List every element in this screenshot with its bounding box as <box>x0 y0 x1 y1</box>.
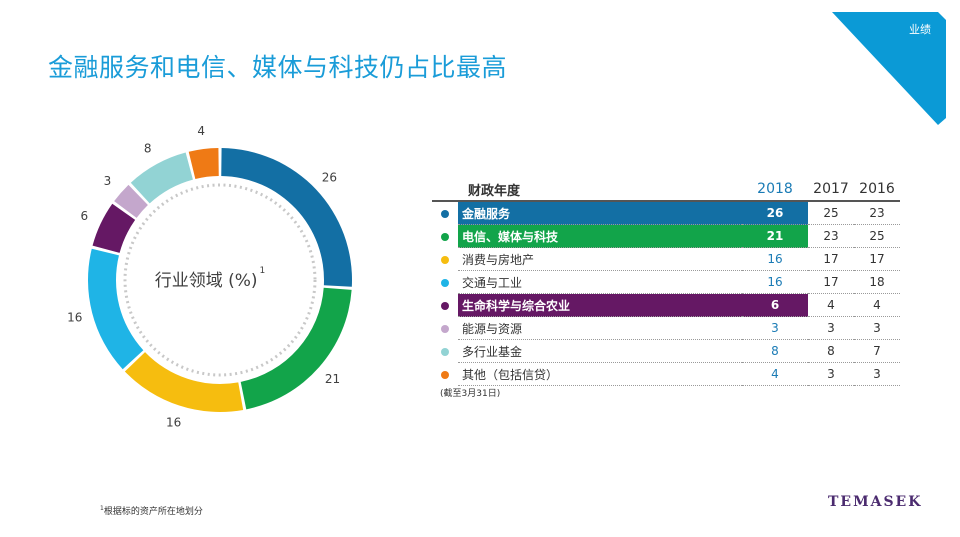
donut-segment <box>114 184 148 218</box>
legend-dot-cell <box>432 201 458 225</box>
value-2016: 3 <box>854 316 900 340</box>
value-2018: 26 <box>742 201 808 225</box>
temasek-logo: TEMASEK <box>828 494 923 510</box>
table-header-label: 财政年度 <box>432 178 742 202</box>
value-2016: 23 <box>854 201 900 225</box>
footnote: 1根据标的资产所在地划分 <box>100 505 203 517</box>
legend-dot-cell <box>432 317 458 340</box>
donut-data-label: 16 <box>67 310 82 324</box>
fiscal-year-table: 财政年度 2018 2017 2016 金融服务 26 25 23 电信、媒体与科技 21… <box>432 178 900 386</box>
legend-dot <box>441 370 449 379</box>
row-label: 其他（包括信贷） <box>458 362 742 386</box>
value-2018: 8 <box>742 339 808 363</box>
legend-dot-cell <box>432 340 458 363</box>
value-2016: 18 <box>854 270 900 294</box>
legend-dot-cell <box>432 294 458 317</box>
table-row: 能源与资源 3 3 3 <box>432 316 900 340</box>
value-2018: 16 <box>742 270 808 294</box>
value-2017: 25 <box>808 201 854 225</box>
donut-data-label: 6 <box>80 209 88 223</box>
value-2017: 23 <box>808 224 854 248</box>
row-label: 金融服务 <box>458 201 742 225</box>
row-label: 多行业基金 <box>458 339 742 363</box>
value-2016: 7 <box>854 339 900 363</box>
year-2017-header: 2017 <box>808 178 854 202</box>
donut-segment <box>221 148 352 287</box>
value-2017: 4 <box>808 293 854 317</box>
table-row: 电信、媒体与科技 21 23 25 <box>432 224 900 248</box>
legend-dot-cell <box>432 225 458 248</box>
row-label: 消费与房地产 <box>458 247 742 271</box>
table-row: 多行业基金 8 8 7 <box>432 339 900 363</box>
value-2016: 17 <box>854 247 900 271</box>
legend-dot <box>441 301 449 310</box>
donut-data-label: 26 <box>322 170 337 184</box>
value-2017: 17 <box>808 247 854 271</box>
value-2018: 4 <box>742 362 808 386</box>
value-2017: 17 <box>808 270 854 294</box>
table-row: 金融服务 26 25 23 <box>432 201 900 225</box>
donut-segment <box>130 152 193 204</box>
sector-donut-chart: 26 21 16 16 6 3 8 4 <box>67 124 352 430</box>
legend-dot-cell <box>432 363 458 386</box>
donut-center-label: 行业领域 (%) 1 <box>154 266 266 291</box>
value-2017: 8 <box>808 339 854 363</box>
table-header-row: 财政年度 2018 2017 2016 <box>432 178 900 202</box>
donut-data-label: 3 <box>104 174 112 188</box>
donut-segment <box>124 352 244 412</box>
value-2018: 6 <box>742 293 808 317</box>
donut-data-label: 8 <box>144 142 152 156</box>
value-2018: 21 <box>742 224 808 248</box>
value-2018: 3 <box>742 316 808 340</box>
legend-dot-cell <box>432 271 458 294</box>
donut-segment <box>240 287 352 410</box>
row-label: 能源与资源 <box>458 316 742 340</box>
value-2016: 4 <box>854 293 900 317</box>
value-2016: 3 <box>854 362 900 386</box>
table-row: 其他（包括信贷） 4 3 3 <box>432 362 900 386</box>
value-2018: 16 <box>742 247 808 271</box>
row-label: 生命科学与综合农业 <box>458 293 742 317</box>
legend-dot <box>441 232 449 241</box>
row-label: 交通与工业 <box>458 270 742 294</box>
page-title: 金融服务和电信、媒体与科技仍占比最高 <box>48 53 508 82</box>
year-2018-header: 2018 <box>742 178 808 202</box>
donut-inner-dotted-ring <box>123 183 317 377</box>
table-row: 生命科学与综合农业 6 4 4 <box>432 293 900 317</box>
year-2016-header: 2016 <box>854 178 900 202</box>
value-2017: 3 <box>808 362 854 386</box>
donut-segment <box>92 203 136 253</box>
legend-dot-cell <box>432 248 458 271</box>
legend-dot <box>441 347 449 356</box>
donut-data-label: 4 <box>197 124 205 138</box>
table-row: 交通与工业 16 17 18 <box>432 270 900 294</box>
section-tag: 业绩 <box>909 23 931 36</box>
donut-data-label: 21 <box>325 372 340 386</box>
legend-dot <box>441 255 449 264</box>
table-row: 消费与房地产 16 17 17 <box>432 247 900 271</box>
value-2017: 3 <box>808 316 854 340</box>
legend-dot <box>441 209 449 218</box>
table-note: (截至3月31日) <box>440 389 501 399</box>
donut-data-label: 16 <box>166 416 181 430</box>
legend-dot <box>441 278 449 287</box>
donut-segment <box>188 148 219 179</box>
row-label: 电信、媒体与科技 <box>458 224 742 248</box>
donut-segment <box>88 248 144 370</box>
legend-dot <box>441 324 449 333</box>
value-2016: 25 <box>854 224 900 248</box>
